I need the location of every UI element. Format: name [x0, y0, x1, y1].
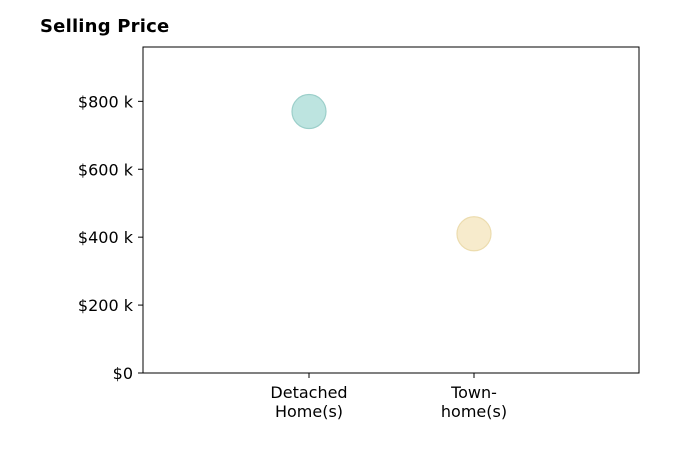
- y-tick-label: $0: [113, 364, 133, 383]
- chart-title: Selling Price: [40, 16, 170, 37]
- data-point: [291, 93, 327, 130]
- plot-frame: [142, 46, 640, 374]
- points-layer: [291, 93, 492, 252]
- x-tick-label: Detached Home(s): [270, 383, 347, 421]
- y-tick-label: $400 k: [78, 228, 134, 247]
- data-point: [456, 216, 492, 252]
- ticks-layer: $0 $200 k $400 k $600 k $800 k Detached Home(s…: [78, 92, 507, 421]
- y-tick-label: $200 k: [78, 296, 134, 315]
- x-tick-label: Town-home(s): [441, 383, 507, 421]
- y-tick-label: $600 k: [78, 160, 134, 179]
- y-tick-label: $800 k: [78, 92, 134, 111]
